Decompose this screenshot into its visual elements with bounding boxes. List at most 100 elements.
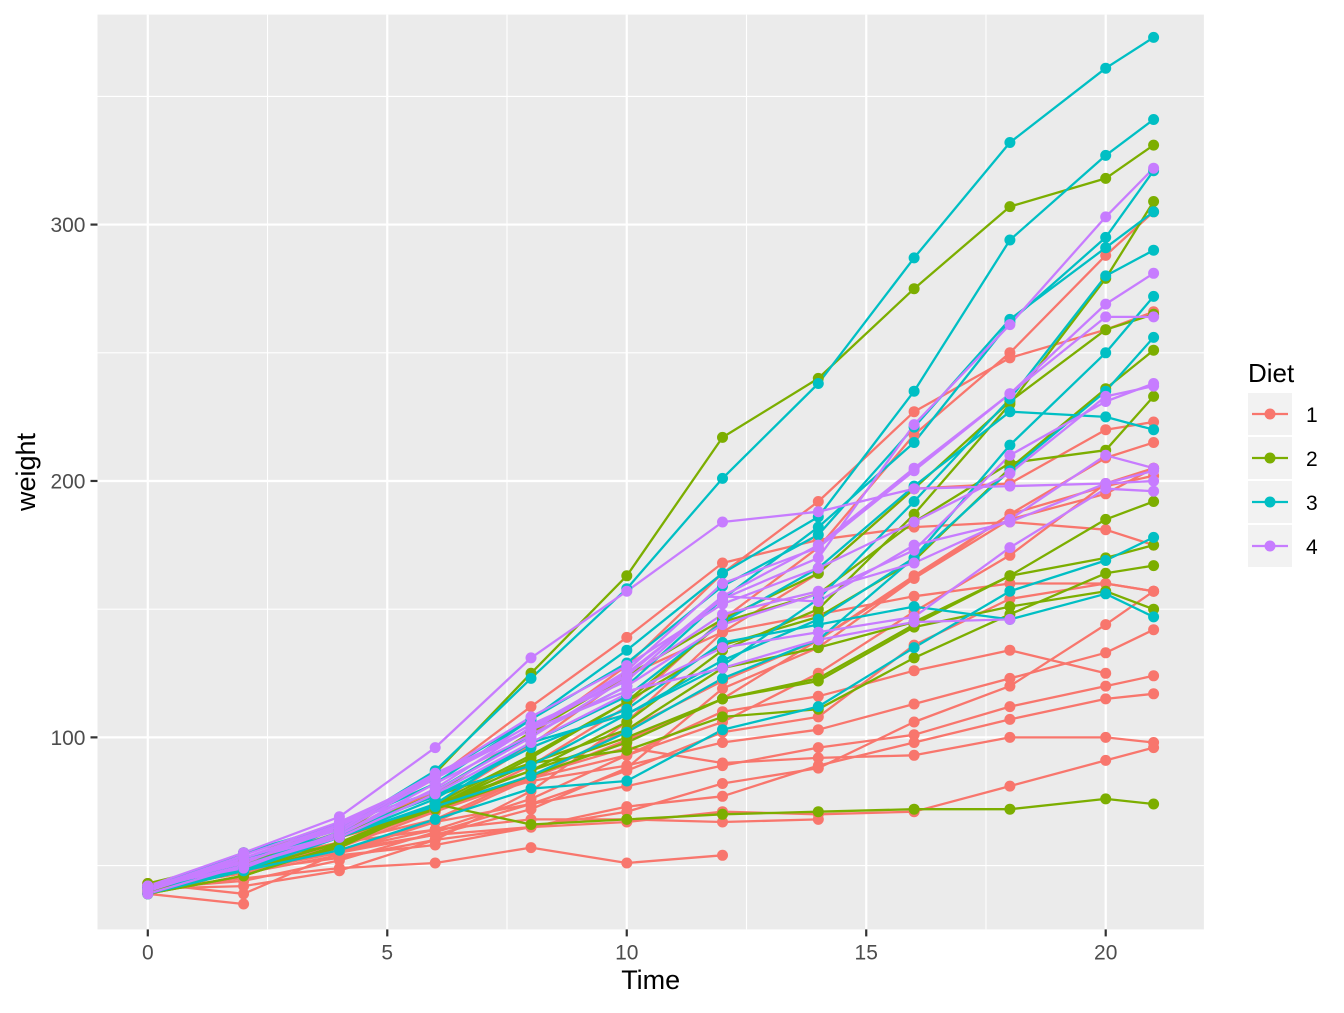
y-tick-label: 200 (50, 470, 85, 493)
data-point (1004, 457, 1016, 469)
data-point (717, 608, 728, 620)
data-point (1100, 524, 1112, 536)
data-point (812, 752, 824, 764)
data-point (333, 844, 345, 856)
data-point (717, 808, 728, 820)
legend-item-diet-3: 3 (1248, 481, 1318, 523)
data-point (525, 760, 537, 772)
data-point (1148, 290, 1160, 302)
data-point (1004, 449, 1016, 461)
data-point (812, 701, 824, 713)
data-point (1004, 713, 1016, 725)
data-point (1100, 211, 1112, 223)
data-point (717, 693, 728, 705)
series-layer (147, 36, 1155, 906)
data-point (621, 570, 633, 582)
data-point (1148, 31, 1160, 43)
y-tick-labels: 100 200 300 (50, 214, 85, 750)
x-axis-label: Time (621, 965, 680, 995)
data-point (908, 572, 920, 584)
y-tick-label: 300 (50, 214, 85, 237)
series-line-chick-50 (147, 315, 1154, 890)
data-point (1004, 803, 1016, 815)
data-point (908, 652, 920, 664)
data-point (1004, 578, 1016, 589)
data-point (908, 483, 920, 495)
data-point (333, 862, 345, 874)
data-point (429, 813, 441, 825)
series-line-chick-47 (147, 454, 1154, 890)
legend-label: 2 (1306, 448, 1318, 471)
series-line-chick-19 (147, 590, 1155, 885)
points-layer (142, 31, 1160, 910)
data-point (908, 642, 920, 654)
data-point (1004, 388, 1016, 400)
data-point (717, 619, 728, 631)
data-point (525, 803, 537, 815)
x-tick-labels: 0 5 10 15 20 (142, 941, 1117, 964)
data-point (1148, 244, 1160, 256)
data-point (1004, 137, 1016, 148)
x-tick-label: 15 (855, 941, 878, 964)
data-point (812, 613, 824, 625)
data-point (812, 742, 824, 754)
data-point (908, 557, 920, 569)
data-point (621, 675, 633, 687)
data-point (621, 708, 633, 720)
data-point (238, 888, 250, 900)
data-point (717, 672, 728, 684)
series-line-chick-49 (147, 384, 1154, 893)
data-point (525, 711, 537, 723)
data-point (717, 654, 728, 666)
data-point (525, 842, 537, 854)
data-point (717, 711, 728, 723)
legend-key-point (1264, 452, 1276, 464)
data-point (812, 690, 824, 702)
data-point (621, 775, 633, 787)
data-point (1148, 416, 1160, 428)
data-point (429, 772, 441, 784)
data-point (525, 819, 537, 830)
data-point (1100, 619, 1112, 631)
data-point (812, 506, 824, 518)
data-point (908, 698, 920, 710)
data-point (1100, 647, 1112, 659)
data-point (1100, 793, 1112, 805)
data-point (812, 642, 824, 654)
data-point (525, 731, 537, 743)
data-point (717, 790, 728, 802)
data-point (717, 737, 728, 748)
data-point (1100, 311, 1112, 323)
data-point (525, 783, 537, 795)
data-point (238, 898, 250, 910)
data-point (1148, 390, 1160, 402)
data-point (812, 724, 824, 736)
data-point (525, 701, 537, 713)
data-point (1148, 437, 1160, 448)
data-point (1148, 331, 1160, 343)
data-point (908, 601, 920, 613)
data-point (908, 429, 920, 441)
data-point (717, 816, 728, 828)
series-line-chick-30 (147, 590, 1155, 888)
data-point (1148, 560, 1160, 572)
data-point (812, 378, 824, 389)
data-point (908, 737, 920, 748)
legend-label: 4 (1306, 536, 1318, 559)
data-point (1004, 439, 1016, 451)
data-point (812, 585, 824, 597)
data-point (1100, 424, 1112, 436)
x-tick-label: 0 (142, 941, 154, 964)
data-point (1100, 555, 1112, 566)
data-point (812, 521, 824, 533)
data-point (238, 849, 250, 861)
data-point (812, 529, 824, 541)
data-point (1100, 390, 1112, 402)
data-point (717, 849, 728, 861)
data-point (908, 749, 920, 761)
data-point (1100, 172, 1112, 184)
data-point (908, 496, 920, 507)
data-point (717, 516, 728, 528)
data-point (717, 778, 728, 789)
